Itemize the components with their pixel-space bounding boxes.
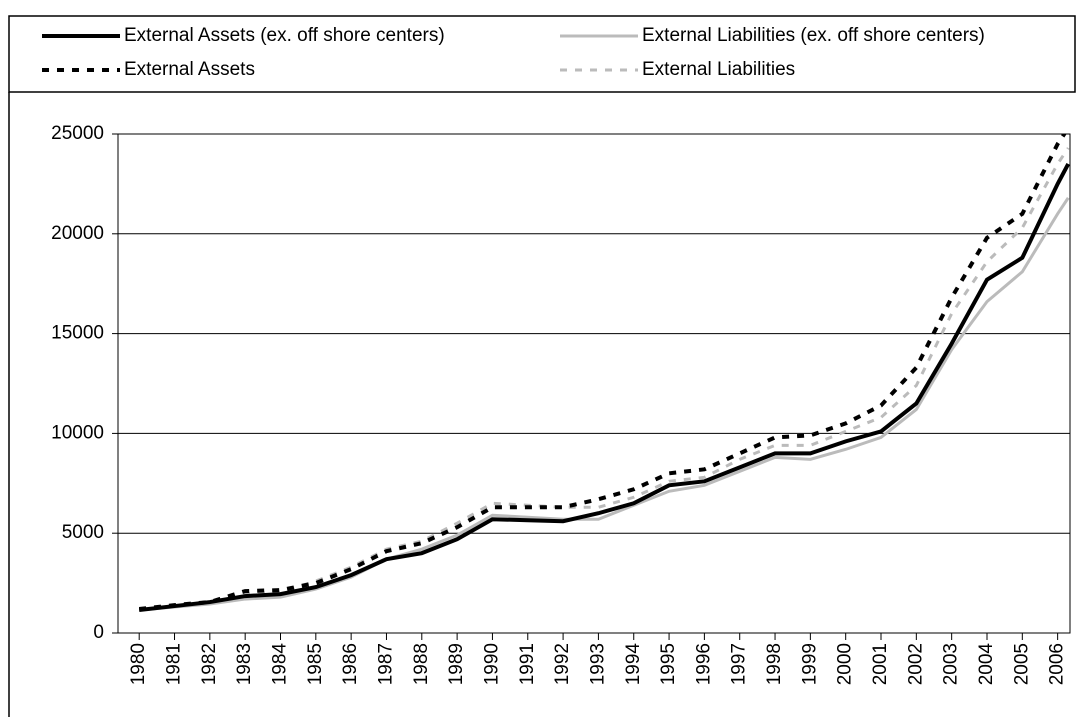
series-line	[138, 134, 1067, 612]
x-tick-label: 1995	[658, 643, 679, 685]
legend-label: External Liabilities	[642, 59, 795, 80]
x-tick-label: 1994	[623, 643, 644, 686]
y-tick-label: 5000	[62, 522, 104, 543]
x-tick-label: 2003	[941, 643, 962, 685]
x-tick-label: 1982	[199, 643, 220, 685]
x-tick-label: 1993	[587, 643, 608, 685]
lines	[138, 134, 1070, 613]
series-line	[138, 163, 1070, 613]
x-tick-label: 1985	[305, 643, 326, 685]
x-tick-label: 1999	[799, 643, 820, 685]
x-tick-label: 1990	[481, 643, 502, 685]
legend-box	[8, 15, 1076, 93]
x-tick-label: 2006	[1047, 643, 1068, 685]
x-tick-label: 2004	[976, 643, 997, 686]
x-tick-label: 2000	[835, 643, 856, 685]
x-tick-label: 1991	[517, 643, 538, 685]
y-tick-label: 15000	[51, 323, 104, 344]
x-tick-label: 1984	[270, 643, 291, 686]
x-tick-label: 1986	[340, 643, 361, 685]
x-tick-label: 1992	[552, 643, 573, 685]
x-tick-label: 2001	[870, 643, 891, 685]
x-tick-label: 1981	[164, 643, 185, 685]
x-tick-label: 1996	[693, 643, 714, 685]
y-tick-label: 20000	[51, 223, 104, 244]
x-tick-label: 1997	[729, 643, 750, 685]
x-tick-label: 1988	[411, 643, 432, 685]
y-tick-label: 10000	[51, 422, 104, 443]
x-tick-label: 1980	[128, 643, 149, 685]
series-line	[139, 147, 1070, 611]
legend-label: External Assets	[124, 59, 255, 80]
y-tick-label: 25000	[51, 123, 104, 144]
series-line	[139, 197, 1070, 612]
x-tick-label: 2005	[1011, 643, 1032, 685]
x-tick-label: 1983	[234, 643, 255, 685]
x-tick-label: 1989	[446, 643, 467, 685]
y-tick-label: 0	[93, 622, 104, 643]
legend-label: External Assets (ex. off shore centers)	[124, 25, 445, 46]
x-tick-label: 1998	[764, 643, 785, 685]
x-tick-label: 1987	[375, 643, 396, 685]
x-tick-label: 2002	[905, 643, 926, 685]
legend-label: External Liabilities (ex. off shore cent…	[642, 25, 985, 46]
